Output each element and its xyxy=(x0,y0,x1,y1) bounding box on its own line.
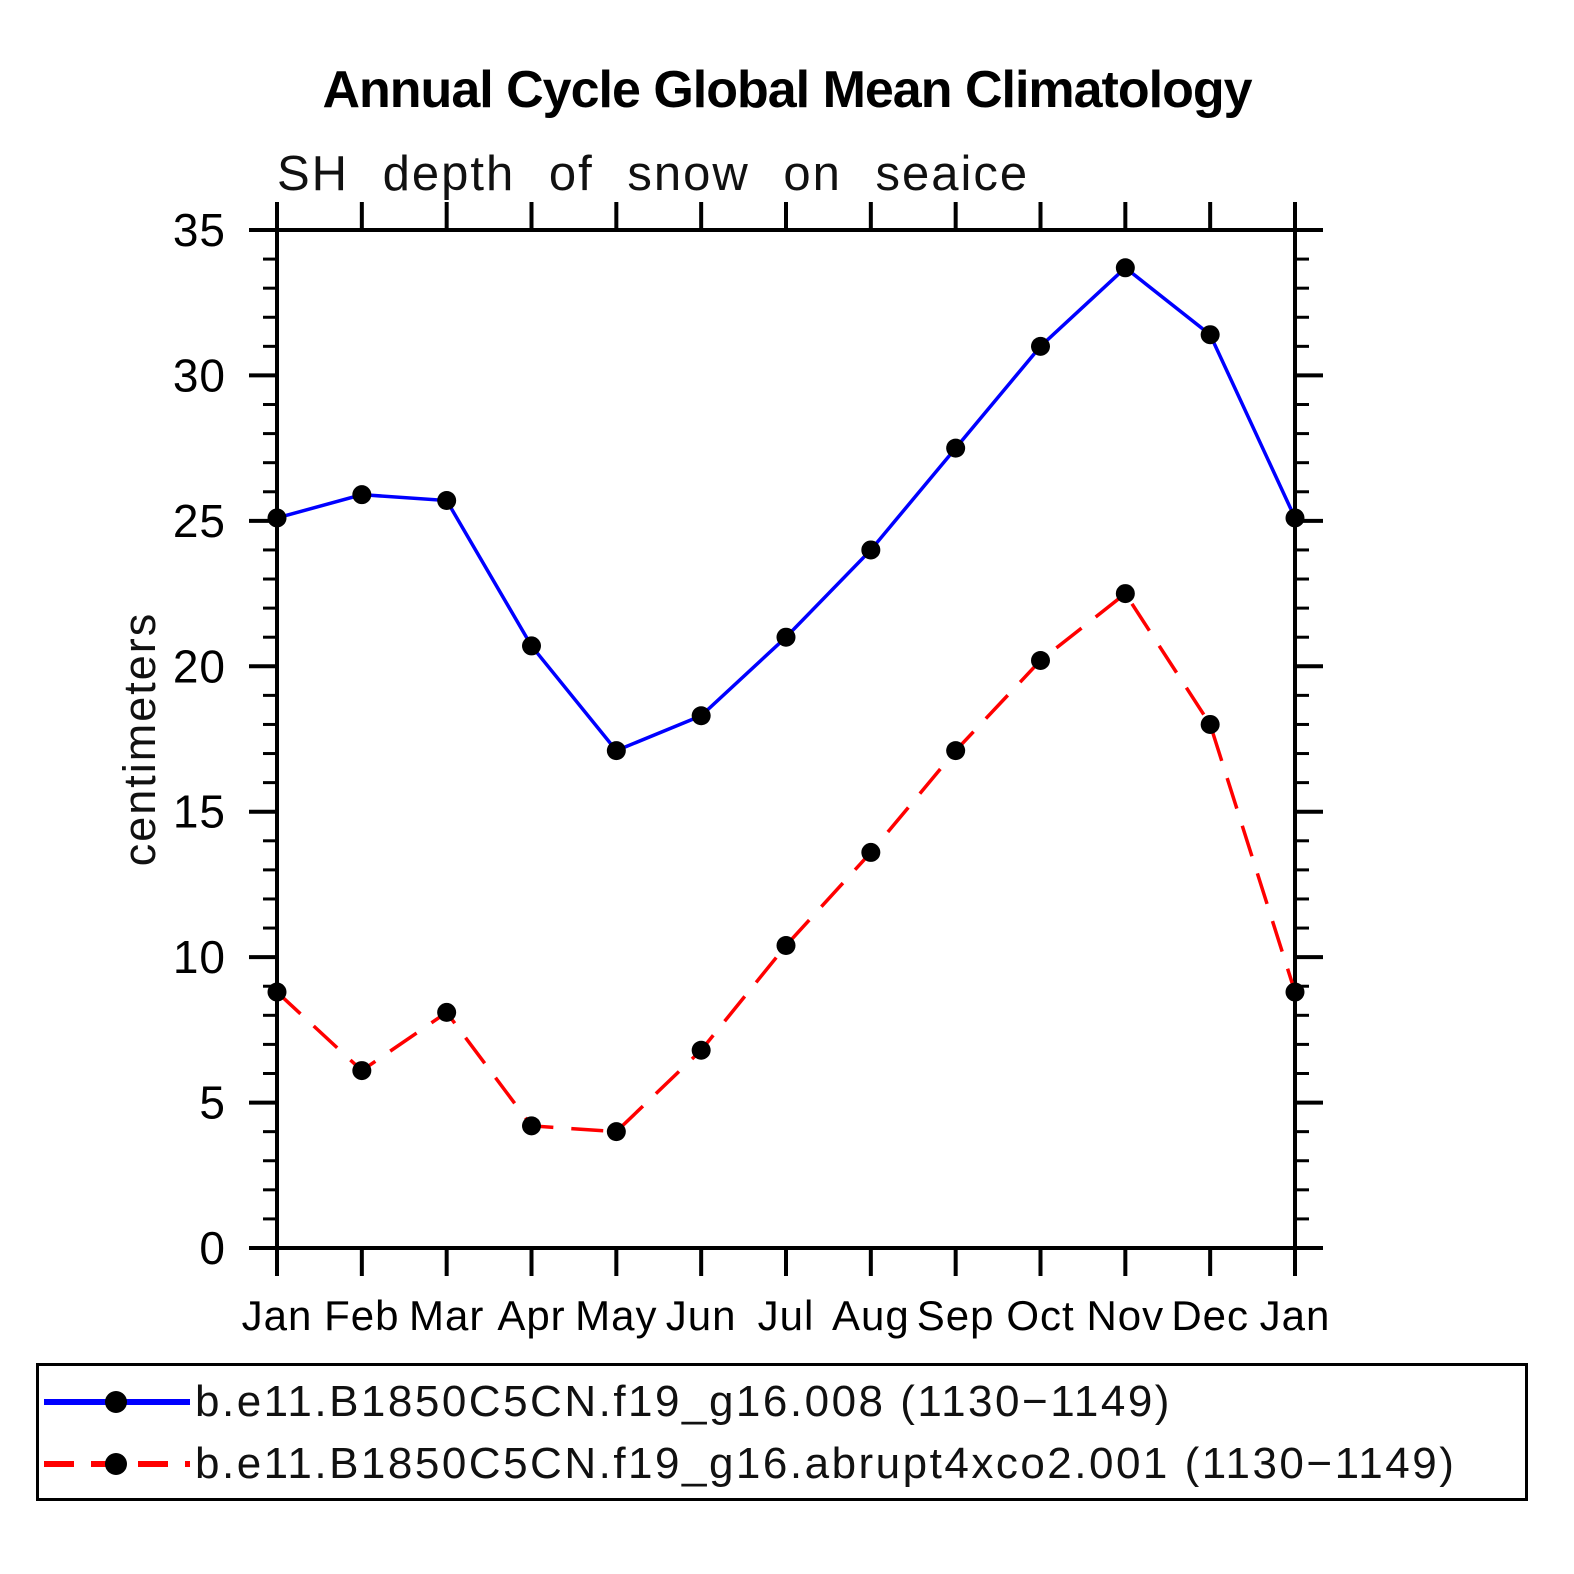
data-point-marker xyxy=(267,982,287,1002)
y-tick-label: 15 xyxy=(173,786,226,838)
data-point-marker xyxy=(1285,982,1305,1002)
x-tick-label: May xyxy=(575,1292,657,1339)
y-tick-label: 25 xyxy=(173,495,226,547)
x-tick-label: Jan xyxy=(1260,1292,1331,1339)
data-point-marker xyxy=(776,627,796,647)
data-point-marker xyxy=(606,741,626,761)
data-point-marker xyxy=(352,1061,372,1081)
data-point-marker xyxy=(1200,325,1220,345)
data-point-marker xyxy=(437,490,457,510)
legend: b.e11.B1850C5CN.f19_g16.008 (1130−1149) … xyxy=(36,1363,1528,1501)
x-tick-label: Mar xyxy=(409,1292,484,1339)
y-tick-label: 5 xyxy=(199,1077,226,1129)
x-tick-label: Nov xyxy=(1086,1292,1164,1339)
data-point-marker xyxy=(946,438,966,458)
series-line-1 xyxy=(275,591,1297,1134)
data-point-marker xyxy=(522,1116,541,1136)
y-tick-label: 20 xyxy=(173,640,226,692)
data-point-marker xyxy=(946,741,966,761)
data-point-marker xyxy=(691,1040,711,1060)
x-tick-label: Jul xyxy=(758,1292,815,1339)
chart-title: Annual Cycle Global Mean Climatology xyxy=(322,61,1252,119)
data-point-marker xyxy=(1115,258,1135,278)
x-tick-label: Jun xyxy=(666,1292,737,1339)
x-tick-label: Apr xyxy=(497,1292,565,1339)
data-point-marker xyxy=(267,508,287,528)
data-point-marker xyxy=(522,636,541,656)
legend-item: b.e11.B1850C5CN.f19_g16.008 (1130−1149) xyxy=(42,1377,1172,1426)
series-line-0 xyxy=(276,265,1297,753)
x-tick-label: Jan xyxy=(242,1292,313,1339)
y-tick-label: 0 xyxy=(199,1222,226,1274)
x-tick-label: Sep xyxy=(917,1292,995,1339)
data-point-marker xyxy=(1285,508,1305,528)
data-point-marker xyxy=(606,1122,626,1142)
data-point-marker xyxy=(861,540,881,560)
data-point-marker xyxy=(1031,336,1050,356)
data-point-marker xyxy=(352,485,372,505)
data-point-marker xyxy=(691,706,711,726)
x-tick-label: Oct xyxy=(1006,1292,1074,1339)
legend-marker-dot xyxy=(105,1453,127,1475)
y-tick-label: 30 xyxy=(173,349,226,401)
legend-marker-dot xyxy=(105,1391,127,1413)
x-tick-label: Dec xyxy=(1171,1292,1249,1339)
legend-line-sample-dashed xyxy=(44,1453,190,1475)
chart-subtitle: SH depth of snow on seaice xyxy=(277,147,1030,201)
legend-line-sample-solid xyxy=(44,1391,190,1413)
data-point-marker xyxy=(1031,650,1050,670)
data-point-marker xyxy=(437,1002,457,1022)
data-point-marker xyxy=(776,936,796,956)
y-tick-label: 35 xyxy=(173,204,226,256)
data-point-marker xyxy=(1200,714,1220,734)
legend-label: b.e11.B1850C5CN.f19_g16.008 (1130−1149) xyxy=(195,1377,1172,1426)
x-tick-label: Feb xyxy=(324,1292,399,1339)
data-point-marker xyxy=(1115,584,1135,604)
data-point-marker xyxy=(861,842,881,862)
legend-label: b.e11.B1850C5CN.f19_g16.abrupt4xco2.001 … xyxy=(195,1439,1457,1488)
y-tick-label: 10 xyxy=(173,931,226,983)
plot-frame xyxy=(275,228,1297,1250)
x-tick-label: Aug xyxy=(832,1292,910,1339)
legend-item: b.e11.B1850C5CN.f19_g16.abrupt4xco2.001 … xyxy=(42,1439,1456,1488)
